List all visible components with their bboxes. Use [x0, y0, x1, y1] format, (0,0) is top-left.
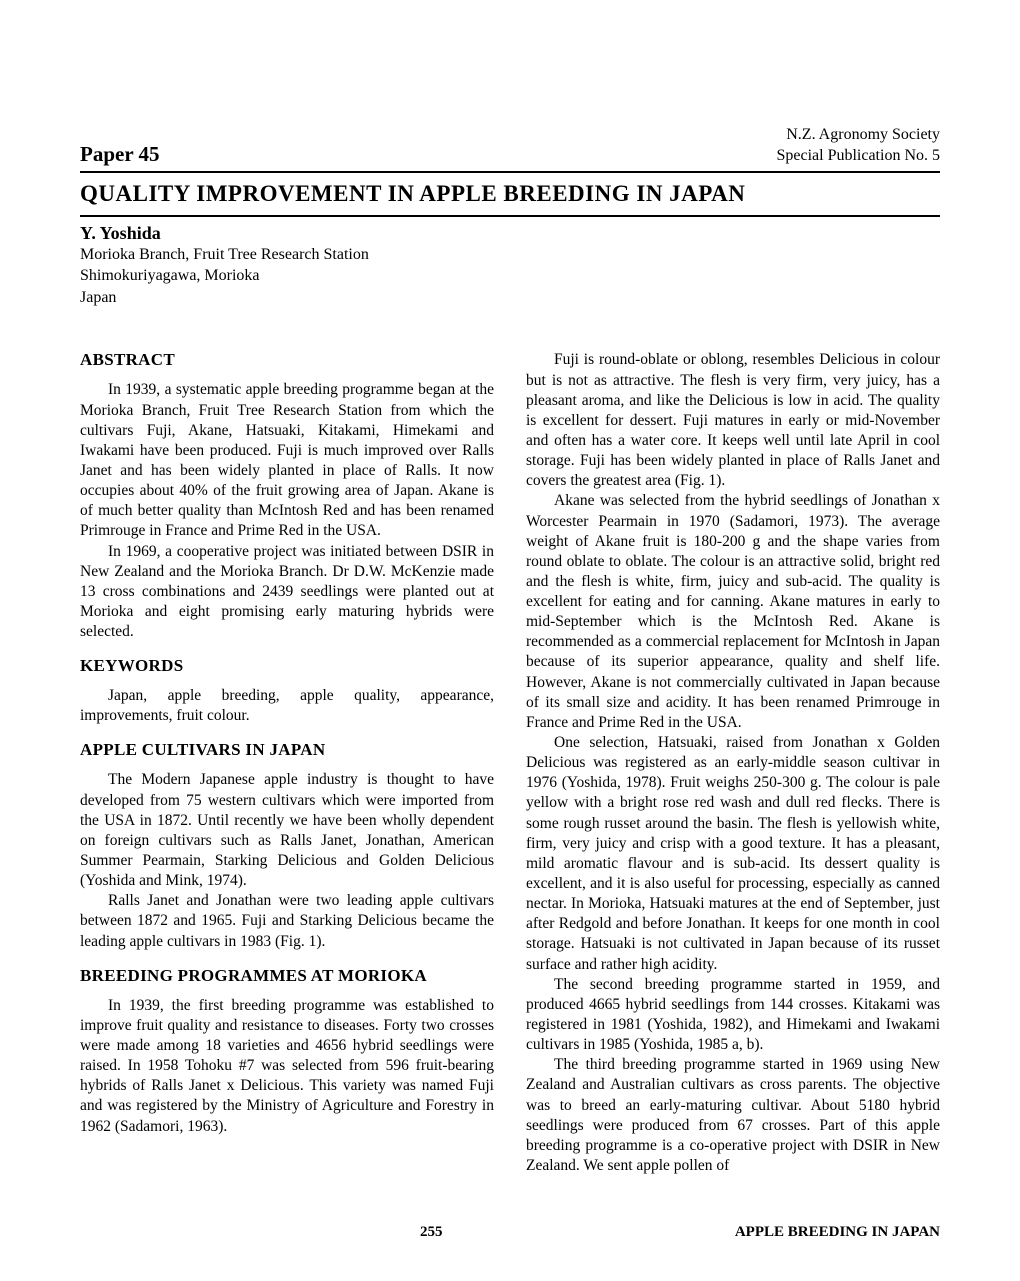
article-title: QUALITY IMPROVEMENT IN APPLE BREEDING IN…	[80, 175, 940, 213]
right-column: Fuji is round-oblate or oblong, resemble…	[526, 336, 940, 1176]
rule-bottom	[80, 215, 940, 217]
author-affiliation: Morioka Branch, Fruit Tree Research Stat…	[80, 244, 940, 309]
page-header: Paper 45 N.Z. Agronomy Society Special P…	[80, 125, 940, 167]
abstract-paragraph: In 1939, a systematic apple breeding pro…	[80, 380, 494, 541]
publication-number: Special Publication No. 5	[776, 146, 940, 167]
cultivars-paragraph: Ralls Janet and Jonathan were two leadin…	[80, 891, 494, 951]
keywords-paragraph: Japan, apple breeding, apple quality, ap…	[80, 686, 494, 726]
paper-number: Paper 45	[80, 142, 160, 167]
abstract-paragraph: In 1969, a cooperative project was initi…	[80, 542, 494, 643]
two-column-body: ABSTRACT In 1939, a systematic apple bre…	[80, 336, 940, 1176]
affiliation-line: Shimokuriyagawa, Morioka	[80, 265, 940, 287]
abstract-heading: ABSTRACT	[80, 350, 494, 370]
breeding-heading: BREEDING PROGRAMMES AT MORIOKA	[80, 966, 494, 986]
society-name: N.Z. Agronomy Society	[776, 125, 940, 146]
breeding-paragraph: In 1939, the first breeding programme wa…	[80, 996, 494, 1137]
running-head: APPLE BREEDING IN JAPAN	[735, 1224, 940, 1241]
body-paragraph: The second breeding programme started in…	[526, 975, 940, 1056]
page-footer: 255 APPLE BREEDING IN JAPAN	[80, 1224, 940, 1241]
page-number: 255	[420, 1224, 443, 1241]
publication-info: N.Z. Agronomy Society Special Publicatio…	[776, 125, 940, 167]
body-paragraph: The third breeding programme started in …	[526, 1055, 940, 1176]
affiliation-line: Morioka Branch, Fruit Tree Research Stat…	[80, 244, 940, 266]
author-name: Y. Yoshida	[80, 223, 940, 244]
keywords-heading: KEYWORDS	[80, 656, 494, 676]
body-paragraph: Akane was selected from the hybrid seedl…	[526, 491, 940, 733]
cultivars-heading: APPLE CULTIVARS IN JAPAN	[80, 740, 494, 760]
body-paragraph: Fuji is round-oblate or oblong, resemble…	[526, 350, 940, 491]
body-paragraph: One selection, Hatsuaki, raised from Jon…	[526, 733, 940, 975]
cultivars-paragraph: The Modern Japanese apple industry is th…	[80, 770, 494, 891]
left-column: ABSTRACT In 1939, a systematic apple bre…	[80, 336, 494, 1176]
affiliation-line: Japan	[80, 287, 940, 309]
rule-top	[80, 171, 940, 173]
